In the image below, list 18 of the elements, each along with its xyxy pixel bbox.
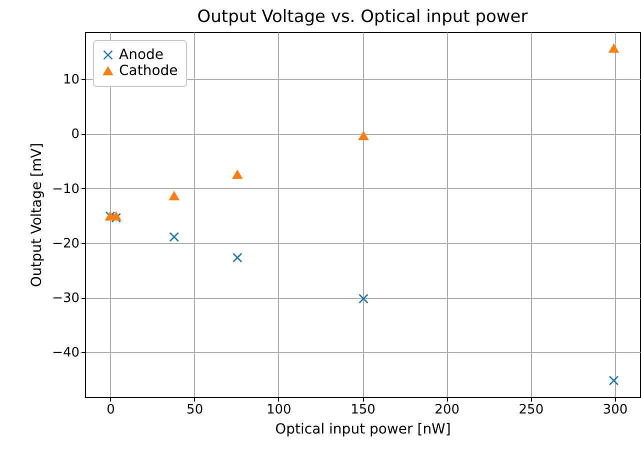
y-axis-title: Output Voltage [mV] [29, 142, 46, 288]
x-tick-label: 300 [602, 402, 628, 418]
y-tick-label: −10 [52, 182, 80, 197]
chart-title: Output Voltage vs. Optical input power [197, 7, 528, 27]
legend-label: Cathode [119, 63, 178, 79]
x-tick-label: 50 [186, 402, 204, 418]
y-tick-label: 0 [71, 127, 80, 142]
y-tick-label: −20 [52, 236, 80, 252]
x-tick-label: 0 [106, 402, 115, 418]
legend-label: Anode [119, 47, 164, 63]
x-tick-label: 250 [518, 402, 544, 418]
y-tick-label: −40 [52, 346, 80, 361]
y-tick-label: −30 [52, 291, 80, 306]
x-tick-label: 200 [434, 402, 460, 418]
x-axis-title: Optical input power [nW] [275, 422, 451, 438]
x-tick-label: 100 [266, 402, 292, 418]
x-tick-label: 150 [350, 402, 376, 418]
y-tick-label: 10 [62, 72, 80, 88]
